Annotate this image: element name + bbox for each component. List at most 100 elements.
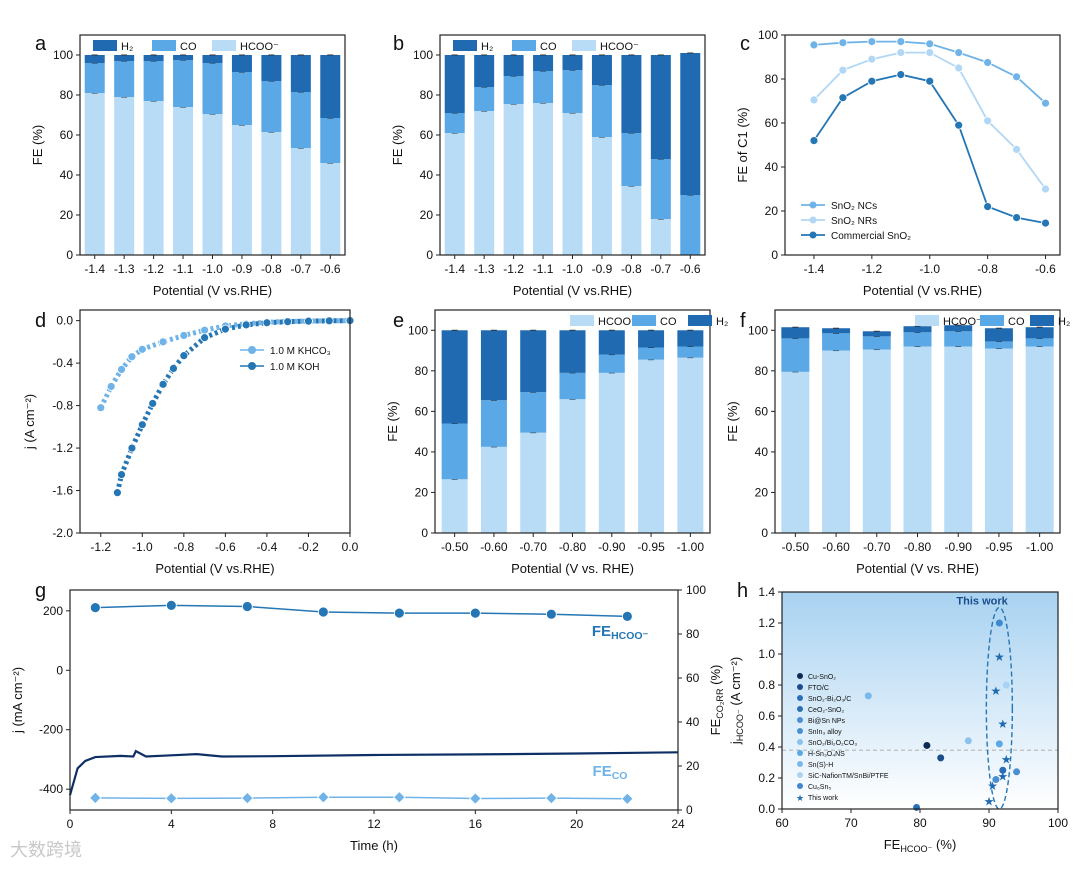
y-tick-label: 40 (765, 160, 779, 174)
data-point-star: ★ (987, 779, 998, 793)
data-point (1012, 144, 1021, 154)
chart-panel-b: -1.4 -1.3 -1.2 -1.1 -1.0 -0.9 -0.8 -0.7 -0.6 0 20 4… (390, 34, 706, 298)
x-tick-label: -1.4 (444, 262, 465, 276)
legend-marker (248, 362, 256, 370)
y-tick-label: 0.4 (758, 740, 775, 754)
bar-segment (862, 349, 891, 533)
data-point (838, 65, 848, 75)
x-tick-label: -1.0 (202, 262, 223, 276)
y-tick-label: 80 (765, 72, 779, 86)
data-point (137, 344, 147, 354)
data-point (896, 70, 906, 79)
y-tick-label: 0 (426, 248, 433, 262)
bar-segment (984, 348, 1013, 533)
x-tick-label: -1.2 (503, 262, 524, 276)
x-tick-label: -0.8 (174, 540, 195, 554)
legend-label: H-Sn₃O₄NS (808, 751, 845, 758)
fe-point (393, 791, 406, 804)
y-axis-title: FE (%) (725, 401, 740, 441)
data-point-star: ★ (997, 717, 1008, 731)
y-axis-title: jHCOO⁻ (A cm⁻²) (728, 657, 745, 745)
bar-segment (290, 92, 311, 148)
legend-label: CO (660, 316, 677, 328)
bar-segment (320, 118, 341, 163)
legend-marker (797, 695, 803, 701)
bar-segment (441, 330, 468, 424)
data-point (992, 776, 1000, 784)
bar-segment (444, 113, 465, 133)
bar-segment (559, 330, 586, 373)
fe-point (317, 606, 329, 618)
data-point (954, 48, 964, 57)
data-point (925, 76, 935, 86)
bar-segment (480, 400, 507, 447)
legend-swatch (915, 315, 939, 326)
bar-segment (202, 114, 223, 255)
data-point-star: ★ (997, 769, 1008, 783)
y-tick-label: 20 (755, 485, 769, 499)
data-point (158, 379, 168, 389)
bar-segment (677, 357, 704, 533)
bar-segment (173, 107, 194, 255)
bar-segment (677, 346, 704, 358)
plot-frame (439, 34, 706, 256)
y-tick-label: 0.0 (758, 802, 775, 816)
bar-segment (621, 55, 642, 133)
x-tick-label: -0.60 (480, 540, 508, 554)
data-point (1041, 184, 1050, 194)
bar-segment (650, 219, 671, 255)
bar-segment (944, 346, 973, 533)
data-point (1012, 72, 1021, 82)
data-point (1041, 218, 1050, 228)
bar-segment (173, 60, 194, 107)
panel-label-e: e (393, 310, 404, 332)
fe-point (241, 791, 254, 805)
bar-segment (598, 372, 625, 533)
data-point (1002, 681, 1010, 689)
bar-segment (638, 347, 665, 360)
y-tick-label: 200 (43, 604, 63, 618)
panel-label-d: d (35, 310, 46, 332)
bar-segment (202, 55, 223, 63)
bar-segment (444, 55, 465, 113)
data-point (179, 351, 189, 361)
x-tick-label: -1.1 (533, 262, 554, 276)
y-tick-label: 60 (765, 116, 779, 130)
fe-point (165, 600, 177, 611)
fe-point (621, 792, 634, 806)
panel-label-a: a (35, 33, 47, 55)
bar-segment (822, 328, 851, 334)
x-tick-label: -1.3 (474, 262, 495, 276)
bar-segment (474, 111, 495, 255)
y-tick-label: 100 (408, 323, 428, 337)
bar-segment (231, 125, 252, 255)
series-curve (114, 318, 351, 494)
data-point (864, 692, 872, 700)
bar-segment (143, 61, 164, 101)
bar-segment (503, 104, 524, 255)
y-tick-label: 1.4 (758, 585, 775, 599)
bar-segment (533, 55, 554, 71)
data-point (96, 403, 106, 413)
legend-label: Cu-SnO₂ (808, 674, 836, 681)
y2-axis-title: FECO₂RR (%) (708, 665, 725, 736)
bar-segment (862, 336, 891, 350)
bar-segment (598, 354, 625, 373)
x-tick-label: -0.50 (782, 540, 810, 554)
chart-panel-e: -0.50 -0.60 -0.70 -0.80 -0.90 -0.95 -1.00 0 20 40… (385, 309, 728, 576)
data-point (983, 116, 993, 126)
data-point (896, 48, 906, 57)
x-tick-label: -0.7 (650, 262, 671, 276)
y-axis-title: j (A cm⁻²) (22, 394, 37, 450)
legend-swatch (1030, 315, 1054, 326)
data-point (937, 754, 945, 762)
legend-marker (809, 231, 817, 239)
y-tick-label: 0 (761, 526, 768, 540)
data-point (148, 399, 158, 408)
fe-line (95, 604, 628, 618)
data-point-star: ★ (984, 794, 995, 808)
legend-label: H₂ (1058, 316, 1070, 328)
legend-label: SnIn₃ alloy (808, 729, 842, 736)
x-tick-label: -0.50 (441, 540, 469, 554)
bar-segment (441, 479, 468, 533)
